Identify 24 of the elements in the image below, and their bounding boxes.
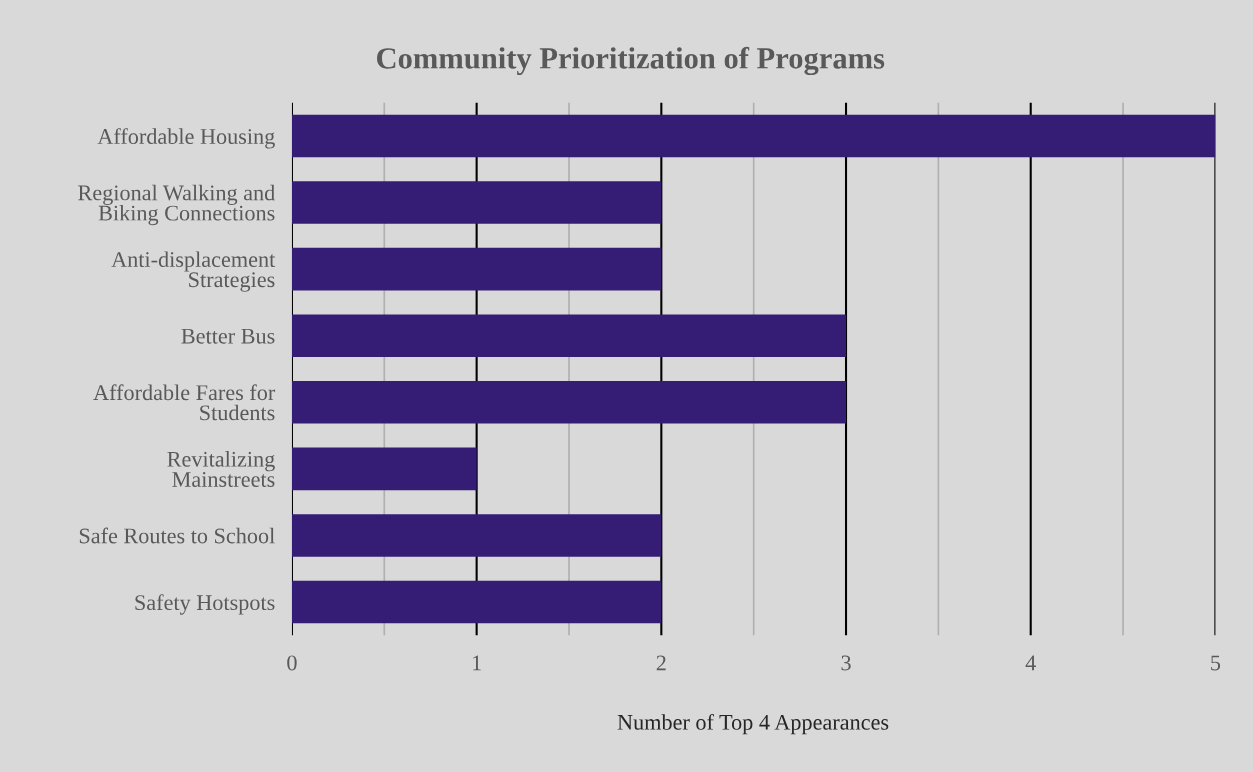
x-tick-label: 5 xyxy=(1211,655,1221,671)
y-tick-label: Affordable Fares for Students xyxy=(93,384,276,421)
y-tick-label: Better Bus xyxy=(181,328,275,344)
bar xyxy=(291,181,662,224)
x-tick-label: 3 xyxy=(841,655,851,671)
y-tick-label: Anti-displacement Strategies xyxy=(111,251,276,292)
bar xyxy=(291,447,477,491)
x-tick-label: 0 xyxy=(287,655,297,671)
bar xyxy=(291,247,662,291)
x-axis-title: Number of Top 4 Appearances xyxy=(617,713,889,735)
y-tick-label: Revitalizing Mainstreets xyxy=(167,451,275,487)
chart-title: Community Prioritization of Programs xyxy=(377,46,885,76)
y-tick-label: Safety Hotspots xyxy=(135,594,275,615)
y-tick-label: Safe Routes to School xyxy=(79,527,275,544)
bar xyxy=(291,381,847,424)
bar xyxy=(291,514,662,557)
bar xyxy=(291,314,847,358)
x-tick-label: 4 xyxy=(1025,655,1036,671)
bar xyxy=(291,114,1216,158)
x-tick-label: 1 xyxy=(473,655,481,671)
y-tick-label: Affordable Housing xyxy=(97,128,275,149)
y-tick-label: Regional Walking and Biking Connections xyxy=(78,184,276,226)
bar xyxy=(291,580,662,624)
x-tick-label: 2 xyxy=(656,655,666,671)
